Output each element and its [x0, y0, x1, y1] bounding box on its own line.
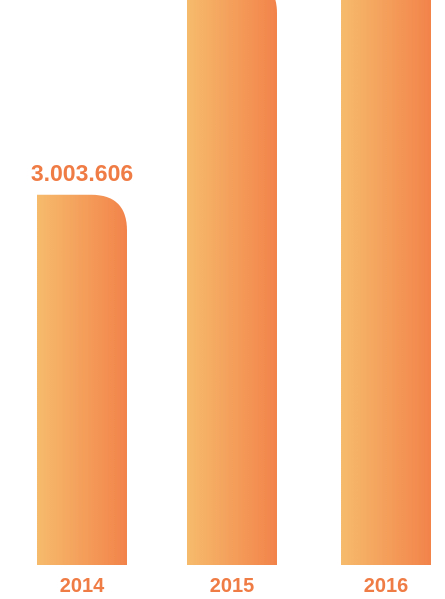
value-label-2014: 3.003.606: [31, 160, 133, 186]
bar-2014: [37, 194, 127, 565]
bar-2016: [341, 0, 431, 565]
category-label-2015: 2015: [210, 575, 255, 597]
value-labels-layer: 3.003.6063.246.3523.418.298: [31, 160, 133, 186]
category-labels-layer: 2014 2015 2016: [60, 575, 409, 597]
bar-2015: [187, 0, 277, 565]
bars-layer: [37, 0, 431, 565]
category-label-2014: 2014: [60, 575, 105, 597]
category-label-2016: 2016: [364, 575, 409, 597]
